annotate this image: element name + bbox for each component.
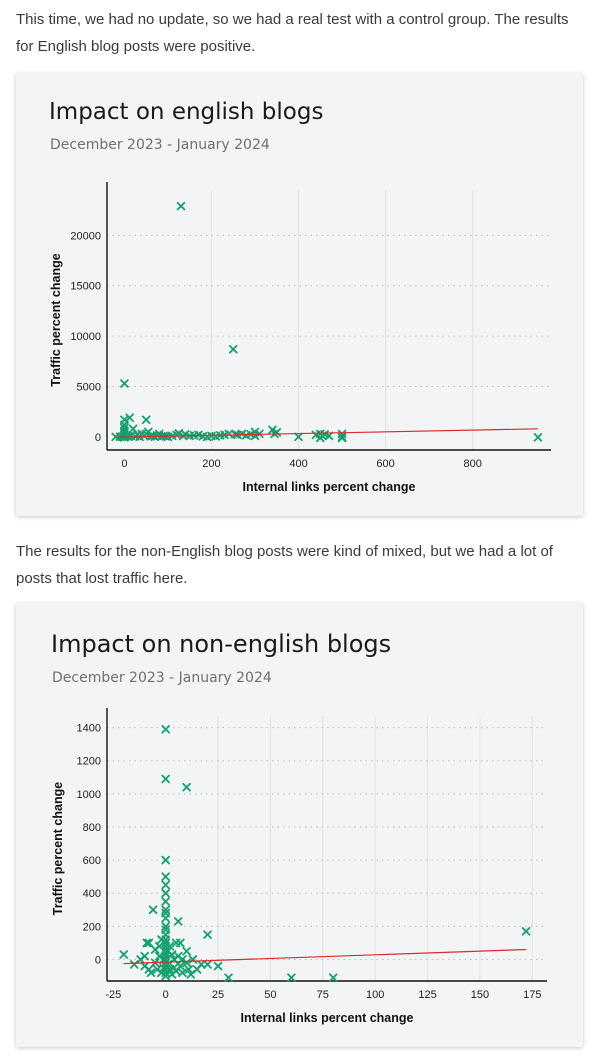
data-point — [328, 973, 338, 982]
data-point — [148, 905, 158, 915]
data-point — [533, 433, 543, 442]
y-tick-label: 600 — [83, 855, 101, 867]
data-point — [268, 425, 277, 435]
data-point — [521, 927, 531, 936]
data-point — [294, 432, 303, 442]
data-point — [141, 415, 151, 425]
data-point — [203, 930, 212, 939]
scatter-plot-non-english: 0 200 400 600 800 1000 1200 1400 -25 0 25 50 75 100 12… — [51, 708, 547, 1025]
data-point — [182, 946, 191, 956]
y-tick-label: 0 — [95, 954, 101, 966]
y-tick-label: 800 — [83, 822, 101, 834]
data-point — [224, 429, 234, 439]
trend-line — [123, 948, 527, 965]
data-point — [161, 774, 170, 784]
data-point — [182, 782, 191, 792]
data-point — [324, 431, 334, 441]
x-tick-label: 800 — [463, 458, 481, 470]
x-tick-label: -25 — [105, 989, 121, 1001]
data-point — [142, 938, 152, 948]
data-point — [161, 872, 170, 881]
data-point — [144, 938, 154, 948]
data-point — [176, 201, 186, 211]
x-tick-label: 25 — [212, 989, 224, 1001]
data-point — [287, 973, 296, 982]
chart-subtitle: December 2023 - January 2024 — [50, 137, 270, 153]
y-axis-label: Traffic percent change — [51, 782, 65, 915]
data-point — [165, 941, 175, 951]
data-point — [140, 951, 150, 961]
data-point — [161, 855, 170, 865]
x-axis-label: Internal links percent change — [243, 480, 416, 494]
data-point — [129, 960, 139, 969]
data-point — [120, 420, 129, 430]
data-point — [161, 913, 170, 923]
data-point — [186, 970, 196, 979]
scatter-plot-english: 0 5000 10000 15000 20000 0 200 400 600 800 Interna… — [49, 182, 551, 494]
x-tick-label: 150 — [471, 989, 489, 1001]
data-point — [250, 431, 260, 441]
data-point — [184, 965, 194, 974]
data-point — [181, 430, 190, 439]
chart-card-non-english: Impact on non-english blogs December 202… — [16, 603, 583, 1047]
data-point — [213, 961, 223, 971]
data-point — [128, 424, 138, 434]
y-tick-label: 10000 — [70, 331, 101, 343]
y-axis-label: Traffic percent change — [49, 253, 63, 386]
y-tick-label: 1400 — [77, 723, 101, 735]
data-point — [155, 941, 164, 951]
data-point — [161, 724, 170, 734]
y-tick-label: 0 — [95, 432, 101, 444]
data-point — [120, 379, 129, 388]
data-point — [237, 429, 247, 439]
trend-line — [115, 428, 538, 438]
x-tick-label: 0 — [163, 989, 169, 1001]
data-point — [182, 958, 191, 968]
data-point — [176, 938, 185, 948]
data-point — [161, 897, 170, 906]
data-point — [320, 430, 329, 439]
chart-card-english: Impact on english blogs December 2023 - … — [16, 73, 583, 516]
chart-title: Impact on english blogs — [49, 99, 324, 125]
data-point — [173, 917, 183, 926]
data-point — [176, 961, 185, 971]
y-tick-label: 1000 — [77, 789, 101, 801]
data-point — [161, 888, 170, 898]
y-tick-label: 15000 — [70, 281, 101, 293]
data-point — [161, 880, 170, 890]
y-tick-label: 400 — [83, 888, 101, 900]
data-point — [125, 413, 134, 423]
data-point — [119, 950, 129, 959]
x-axis-label: Internal links percent change — [241, 1011, 414, 1025]
x-tick-label: 400 — [289, 458, 307, 470]
data-point — [194, 430, 203, 440]
middle-paragraph: The results for the non-English blog pos… — [16, 543, 553, 587]
x-tick-label: 200 — [202, 458, 220, 470]
x-tick-label: 0 — [121, 458, 127, 470]
y-tick-label: 1200 — [77, 756, 101, 768]
y-tick-label: 20000 — [70, 230, 101, 242]
y-tick-label: 200 — [83, 921, 101, 933]
intro-paragraph: This time, we had no update, so we had a… — [16, 11, 569, 55]
data-point — [337, 433, 347, 443]
chart-subtitle: December 2023 - January 2024 — [52, 670, 272, 686]
data-point — [203, 960, 212, 969]
x-tick-label: 175 — [523, 989, 541, 1001]
data-point — [224, 973, 233, 982]
x-tick-label: 50 — [264, 989, 276, 1001]
data-point — [178, 968, 187, 978]
chart-title: Impact on non-english blogs — [51, 630, 392, 658]
x-tick-label: 100 — [366, 989, 384, 1001]
data-point — [196, 960, 206, 969]
x-tick-label: 600 — [376, 458, 394, 470]
data-point — [146, 968, 156, 978]
data-point — [228, 344, 238, 354]
x-tick-label: 125 — [418, 989, 436, 1001]
x-tick-label: 75 — [317, 989, 329, 1001]
y-tick-label: 5000 — [77, 382, 101, 394]
